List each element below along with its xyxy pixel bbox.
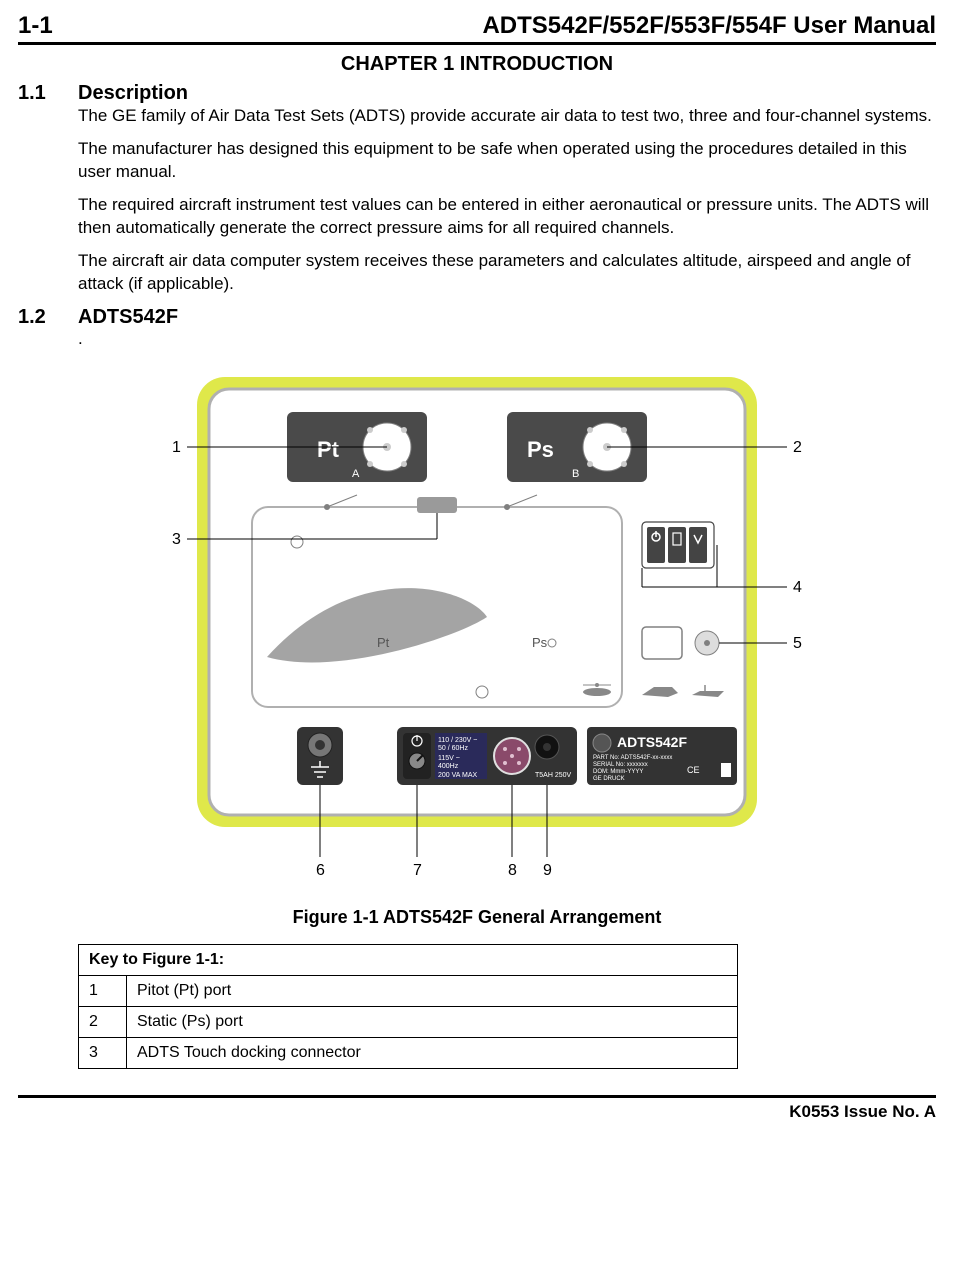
paragraph: The GE family of Air Data Test Sets (ADT… xyxy=(78,105,936,128)
section-heading: 1.1 Description xyxy=(18,82,936,105)
small-display xyxy=(642,627,682,659)
ps-label: Ps xyxy=(527,437,554,462)
svg-text:SERIAL No: xxxxxxx: SERIAL No: xxxxxxx xyxy=(593,762,648,768)
paragraph: The aircraft air data computer system re… xyxy=(78,250,936,296)
section-title: ADTS542F xyxy=(78,306,178,329)
section-heading: 1.2 ADTS542F xyxy=(18,306,936,329)
section-title: Description xyxy=(78,82,188,105)
svg-text:ADTS542F: ADTS542F xyxy=(617,734,687,750)
svg-text:GE DRUCK: GE DRUCK xyxy=(593,776,625,782)
device-diagram: Pt A Ps B Pt Ps xyxy=(127,357,827,897)
key-num: 2 xyxy=(79,1006,127,1037)
footer-rule xyxy=(18,1095,936,1098)
page-number: 1-1 xyxy=(18,12,53,40)
table-row: 2 Static (Ps) port xyxy=(79,1006,738,1037)
svg-text:CE: CE xyxy=(687,765,700,775)
section-number: 1.2 xyxy=(18,306,60,329)
svg-text:115V ~: 115V ~ xyxy=(438,755,460,762)
callout: 5 xyxy=(793,635,802,652)
svg-text:200 VA MAX: 200 VA MAX xyxy=(438,772,478,779)
key-desc: ADTS Touch docking connector xyxy=(127,1037,738,1068)
svg-text:Pt: Pt xyxy=(377,635,390,650)
docking-connector xyxy=(417,497,457,513)
section-number: 1.1 xyxy=(18,82,60,105)
paragraph: . xyxy=(78,329,936,349)
key-num: 3 xyxy=(79,1037,127,1068)
table-row: 1 Pitot (Pt) port xyxy=(79,975,738,1006)
key-desc: Static (Ps) port xyxy=(127,1006,738,1037)
callout: 9 xyxy=(543,862,552,879)
footer-issue: K0553 Issue No. A xyxy=(18,1102,936,1122)
svg-text:T5AH 250V: T5AH 250V xyxy=(535,772,572,779)
pt-label: Pt xyxy=(317,437,340,462)
doc-title: ADTS542F/552F/553F/554F User Manual xyxy=(482,12,936,40)
ps-sublabel: B xyxy=(572,468,579,480)
svg-text:400Hz: 400Hz xyxy=(438,763,459,770)
figure-caption: Figure 1-1 ADTS542F General Arrangement xyxy=(18,907,936,928)
ge-logo-icon xyxy=(593,734,611,752)
key-num: 1 xyxy=(79,975,127,1006)
svg-text:Ps: Ps xyxy=(532,635,548,650)
callout: 8 xyxy=(508,862,517,879)
key-table-header: Key to Figure 1-1: xyxy=(79,944,738,975)
page-header: 1-1 ADTS542F/552F/553F/554F User Manual xyxy=(18,12,936,45)
key-table: Key to Figure 1-1: 1 Pitot (Pt) port 2 S… xyxy=(78,944,738,1069)
callout: 4 xyxy=(793,579,802,596)
figure: Pt A Ps B Pt Ps xyxy=(18,357,936,897)
callout: 2 xyxy=(793,439,802,456)
callout: 3 xyxy=(172,531,181,548)
key-desc: Pitot (Pt) port xyxy=(127,975,738,1006)
callout: 6 xyxy=(316,862,325,879)
chapter-title: CHAPTER 1 INTRODUCTION xyxy=(18,53,936,76)
svg-text:PART No: ADTS542F-xx-xxxx: PART No: ADTS542F-xx-xxxx xyxy=(593,755,672,761)
callout: 7 xyxy=(413,862,422,879)
svg-text:50 / 60Hz: 50 / 60Hz xyxy=(438,745,468,752)
paragraph: The required aircraft instrument test va… xyxy=(78,194,936,240)
table-row: 3 ADTS Touch docking connector xyxy=(79,1037,738,1068)
pt-sublabel: A xyxy=(352,468,360,480)
paragraph: The manufacturer has designed this equip… xyxy=(78,138,936,184)
svg-text:110 / 230V ~: 110 / 230V ~ xyxy=(438,737,477,744)
svg-text:DOM: Mmm-YYYY: DOM: Mmm-YYYY xyxy=(593,769,643,775)
callout: 1 xyxy=(172,439,181,456)
